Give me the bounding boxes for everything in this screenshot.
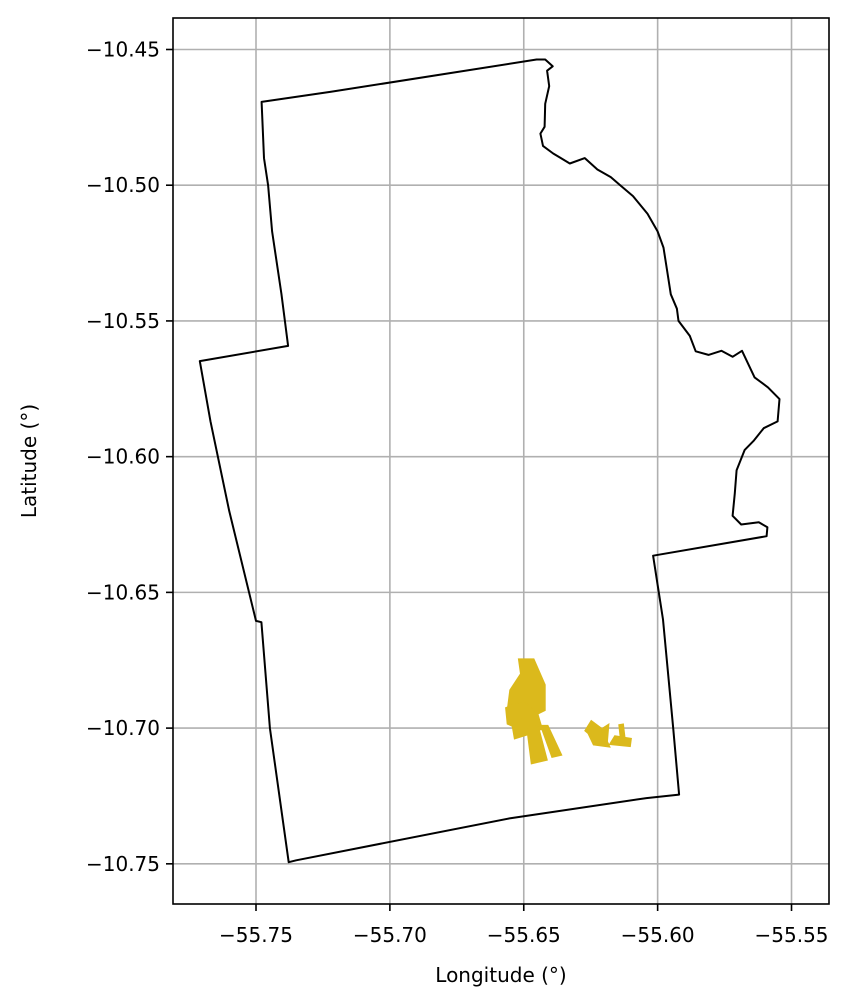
feature-polygon <box>608 735 632 748</box>
x-tick-label: −55.55 <box>755 923 829 947</box>
feature-polygon <box>539 724 563 758</box>
feature-polygon <box>525 724 548 765</box>
x-tick-label: −55.60 <box>621 923 695 947</box>
y-axis-ticks: −10.45 −10.50 −10.55 −10.60 −10.65 −10.70 −10.… <box>86 37 173 876</box>
gridlines <box>173 18 829 904</box>
feature-polygons <box>505 658 632 765</box>
x-axis-label: Longitude (°) <box>435 963 566 987</box>
feature-polygon <box>600 723 610 744</box>
y-tick-label: −10.60 <box>86 445 160 469</box>
feature-polygon <box>618 723 626 739</box>
y-tick-label: −10.50 <box>86 173 160 197</box>
y-axis-label: Latitude (°) <box>17 404 41 518</box>
y-tick-label: −10.45 <box>86 37 160 61</box>
plot-frame <box>172 17 830 905</box>
x-tick-label: −55.65 <box>487 923 561 947</box>
x-axis-ticks: −55.75 −55.70 −55.65 −55.60 −55.55 <box>219 904 829 947</box>
y-tick-label: −10.70 <box>86 716 160 740</box>
x-tick-label: −55.75 <box>219 923 293 947</box>
y-tick-label: −10.65 <box>86 580 160 604</box>
y-tick-label: −10.75 <box>86 852 160 876</box>
x-tick-label: −55.70 <box>353 923 427 947</box>
y-tick-label: −10.55 <box>86 309 160 333</box>
boundary-outline <box>198 58 781 864</box>
